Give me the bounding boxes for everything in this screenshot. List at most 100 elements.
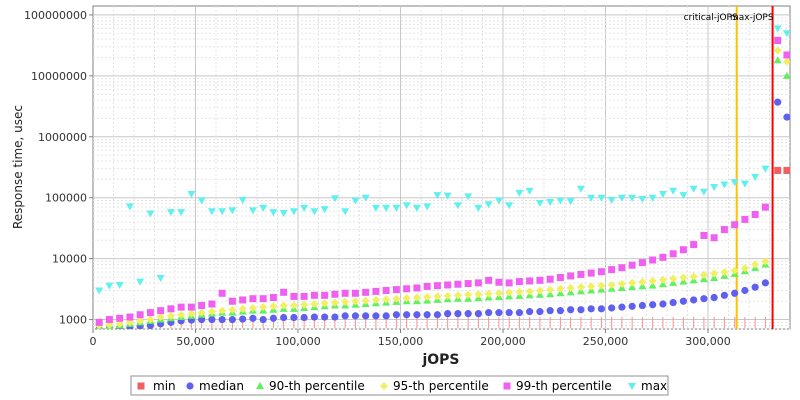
data-point — [177, 310, 186, 319]
data-point — [700, 295, 708, 303]
data-point — [300, 313, 308, 322]
legend-symbol — [503, 382, 511, 390]
data-point — [741, 215, 749, 223]
legend-label: 90-th percentile — [269, 379, 365, 393]
data-point — [95, 318, 103, 326]
data-point — [658, 191, 667, 199]
data-point — [238, 304, 247, 313]
data-point — [105, 282, 114, 290]
data-point — [658, 275, 667, 284]
legend: min median 90-th percentile 95-th percentil… — [130, 375, 669, 396]
data-point — [126, 313, 134, 321]
data-point — [720, 268, 729, 277]
data-point — [371, 295, 380, 304]
data-point — [341, 312, 349, 320]
data-point — [773, 46, 782, 55]
data-point — [484, 201, 493, 209]
data-point — [269, 209, 278, 217]
data-point — [423, 311, 431, 319]
data-point — [115, 281, 124, 289]
data-point — [392, 311, 400, 319]
data-point — [259, 295, 267, 303]
y-tick-label: 1000000 — [38, 131, 87, 144]
data-point — [433, 311, 441, 319]
data-point — [249, 295, 257, 303]
data-point — [464, 193, 473, 201]
y-tick-label: 10000 — [52, 253, 87, 266]
data-point — [731, 289, 739, 297]
data-point — [484, 289, 493, 298]
data-point — [751, 283, 759, 291]
data-point — [587, 194, 596, 202]
data-point — [290, 292, 298, 300]
data-point — [679, 297, 688, 305]
data-point — [720, 291, 729, 299]
data-point — [238, 196, 247, 204]
x-tick-label: 50,000 — [176, 335, 215, 348]
data-point — [505, 279, 513, 287]
data-point — [526, 277, 534, 285]
data-point — [321, 313, 329, 321]
data-point — [248, 207, 257, 215]
data-point — [761, 203, 769, 211]
data-point — [269, 294, 277, 302]
y-tick-label: 100000000 — [24, 9, 87, 22]
data-point — [362, 312, 370, 320]
data-point — [608, 266, 616, 274]
data-point — [300, 204, 309, 212]
data-point — [587, 305, 595, 313]
series-95-th-percentile — [95, 46, 790, 329]
data-point — [166, 311, 175, 320]
legend-symbol — [137, 382, 145, 390]
data-point — [320, 299, 329, 308]
data-point — [618, 264, 626, 272]
x-tick-label: 200,000 — [480, 335, 526, 348]
data-point — [536, 308, 544, 316]
data-point — [669, 250, 677, 258]
data-point — [423, 282, 431, 290]
data-point — [587, 282, 596, 291]
data-point — [567, 306, 575, 314]
data-point — [423, 292, 432, 301]
data-point — [392, 204, 401, 212]
y-tick-label: 1000 — [59, 314, 87, 327]
data-point — [280, 313, 288, 322]
data-point — [433, 292, 442, 301]
data-point — [710, 274, 719, 282]
data-point — [774, 98, 782, 106]
series-median — [95, 98, 790, 329]
data-point — [362, 288, 370, 296]
data-point — [577, 306, 585, 314]
data-point — [525, 187, 534, 195]
legend-label: median — [199, 379, 244, 393]
data-point — [556, 307, 565, 315]
data-point — [710, 269, 719, 278]
data-point — [136, 311, 144, 319]
data-point — [402, 294, 411, 303]
data-point — [618, 303, 626, 311]
data-point — [444, 281, 452, 289]
data-point — [413, 311, 421, 319]
data-point — [310, 208, 319, 216]
data-point — [782, 71, 790, 79]
data-point — [546, 290, 555, 298]
data-points — [95, 25, 790, 329]
data-point — [730, 266, 739, 275]
data-point — [731, 221, 739, 229]
data-point — [392, 294, 401, 303]
data-point — [474, 279, 482, 287]
data-point — [494, 197, 503, 205]
data-point — [228, 207, 237, 215]
data-point — [351, 289, 359, 297]
data-point — [659, 300, 667, 308]
data-point — [167, 305, 175, 313]
data-point — [679, 192, 688, 200]
data-point — [289, 208, 298, 216]
data-point — [628, 278, 637, 287]
data-point — [146, 210, 155, 218]
data-point — [628, 302, 636, 310]
data-point — [197, 308, 206, 317]
data-point — [617, 279, 626, 288]
data-point — [782, 30, 790, 38]
data-point — [669, 298, 677, 307]
